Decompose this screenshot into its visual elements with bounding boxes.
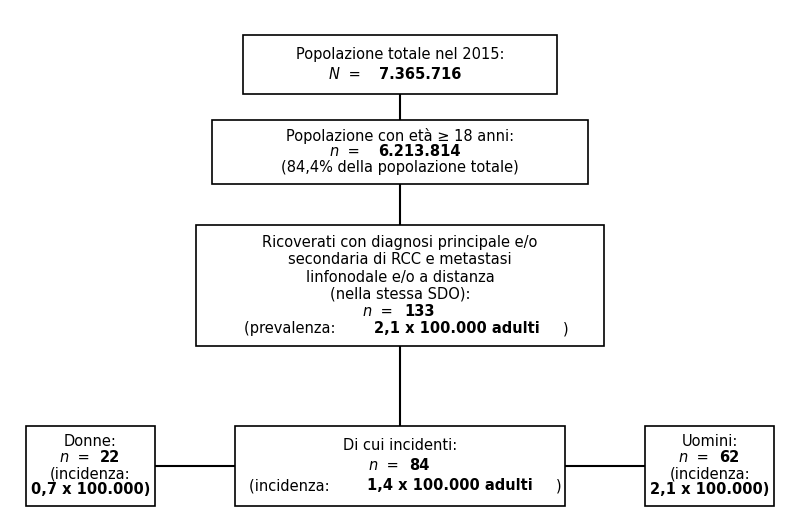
Text: =: = <box>382 458 404 473</box>
Text: Di cui incidenti:: Di cui incidenti: <box>343 438 457 453</box>
Text: Popolazione totale nel 2015:: Popolazione totale nel 2015: <box>296 47 504 62</box>
Text: Donne:: Donne: <box>64 434 117 449</box>
Text: n: n <box>678 450 688 465</box>
Text: (nella stessa SDO):: (nella stessa SDO): <box>330 287 470 302</box>
Text: N: N <box>329 67 340 82</box>
Text: Uomini:: Uomini: <box>682 434 738 449</box>
Text: secondaria di RCC e metastasi: secondaria di RCC e metastasi <box>288 252 512 267</box>
Text: 6.213.814: 6.213.814 <box>378 144 461 160</box>
FancyBboxPatch shape <box>212 120 588 184</box>
FancyBboxPatch shape <box>645 426 774 506</box>
Text: =: = <box>343 144 364 160</box>
Text: 84: 84 <box>409 458 430 473</box>
Text: n: n <box>362 304 372 319</box>
Text: 7.365.716: 7.365.716 <box>379 67 462 82</box>
Text: (prevalenza:: (prevalenza: <box>243 321 340 337</box>
Text: 0,7 x 100.000): 0,7 x 100.000) <box>30 482 150 497</box>
Text: linfonodale e/o a distanza: linfonodale e/o a distanza <box>306 269 494 285</box>
FancyBboxPatch shape <box>243 35 557 94</box>
FancyBboxPatch shape <box>26 426 155 506</box>
Text: 2,1 x 100.000): 2,1 x 100.000) <box>650 482 770 497</box>
Text: =: = <box>692 450 714 465</box>
Text: n: n <box>369 458 378 473</box>
Text: =: = <box>73 450 94 465</box>
Text: ): ) <box>556 478 562 493</box>
Text: n: n <box>59 450 69 465</box>
Text: (84,4% della popolazione totale): (84,4% della popolazione totale) <box>281 161 519 175</box>
Text: 133: 133 <box>404 304 434 319</box>
Text: 62: 62 <box>719 450 739 465</box>
Text: n: n <box>330 144 339 160</box>
FancyBboxPatch shape <box>235 426 565 506</box>
Text: ): ) <box>562 321 568 337</box>
Text: (incidenza:: (incidenza: <box>670 466 750 481</box>
FancyBboxPatch shape <box>196 225 604 346</box>
Text: Popolazione con età ≥ 18 anni:: Popolazione con età ≥ 18 anni: <box>286 128 514 144</box>
Text: 2,1 x 100.000 adulti: 2,1 x 100.000 adulti <box>374 321 540 337</box>
Text: 1,4 x 100.000 adulti: 1,4 x 100.000 adulti <box>367 478 534 493</box>
Text: (incidenza:: (incidenza: <box>50 466 130 481</box>
Text: Ricoverati con diagnosi principale e/o: Ricoverati con diagnosi principale e/o <box>262 235 538 250</box>
Text: (incidenza:: (incidenza: <box>249 478 334 493</box>
Text: =: = <box>344 67 366 82</box>
Text: 22: 22 <box>99 450 120 465</box>
Text: =: = <box>376 304 398 319</box>
